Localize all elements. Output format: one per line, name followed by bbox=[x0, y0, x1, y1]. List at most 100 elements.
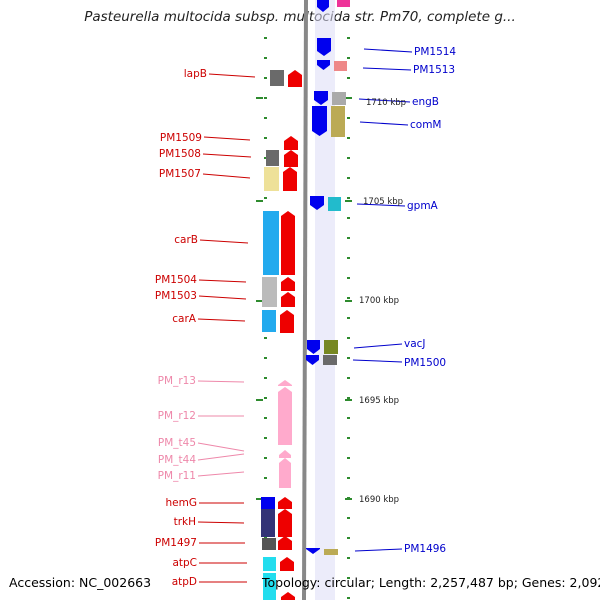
leader-PM_r13 bbox=[197, 380, 245, 383]
leader-vacJ bbox=[353, 343, 403, 349]
gene-arrow-PM1507 bbox=[283, 167, 297, 191]
gene-block-trkH bbox=[261, 509, 275, 537]
gene-arrow-PM1513 bbox=[317, 60, 330, 70]
tick-right bbox=[347, 437, 350, 439]
gene-block-comM bbox=[331, 106, 345, 137]
tick-right bbox=[347, 237, 350, 239]
leader-trkH bbox=[197, 521, 245, 524]
tick-right bbox=[347, 197, 350, 199]
left-gene-labels: lapB PM1509 PM1508 PM1507 carB PM1504 PM… bbox=[155, 68, 207, 588]
tick-left bbox=[264, 97, 267, 99]
gene-label-atpD: atpD bbox=[172, 576, 197, 588]
tick-major-right bbox=[345, 97, 352, 99]
leader-carB bbox=[199, 239, 249, 244]
tick-right bbox=[347, 217, 350, 219]
gene-features bbox=[261, 0, 350, 600]
tick-major-left bbox=[256, 200, 263, 202]
tick-right bbox=[347, 77, 350, 79]
gene-arrow-lapB bbox=[288, 70, 302, 87]
gene-label-PM_r13: PM_r13 bbox=[158, 375, 196, 387]
gene-label-atpC: atpC bbox=[172, 557, 197, 569]
gene-arrow-engB bbox=[314, 91, 328, 105]
tick-left bbox=[264, 357, 267, 359]
tick-right bbox=[347, 337, 350, 339]
gene-label-PM1503: PM1503 bbox=[155, 290, 197, 302]
gene-block-PM1500 bbox=[323, 355, 337, 365]
leader-PM1496 bbox=[354, 548, 403, 552]
gene-label-lapB: lapB bbox=[184, 68, 207, 80]
gene-arrow-PM1496 bbox=[306, 548, 320, 554]
tick-major-left bbox=[256, 498, 263, 500]
label-leaders bbox=[197, 48, 413, 583]
tick-major-right bbox=[345, 300, 352, 302]
tick-right bbox=[347, 477, 350, 479]
gene-label-PM1507: PM1507 bbox=[159, 168, 201, 180]
leader-PM_r11 bbox=[197, 471, 245, 477]
tick-right bbox=[347, 397, 350, 399]
gene-arrow-carB bbox=[281, 211, 295, 275]
tick-right bbox=[347, 517, 350, 519]
gene-arrow-carA bbox=[280, 310, 294, 333]
tick-right bbox=[347, 377, 350, 379]
gene-block-atpC bbox=[263, 557, 276, 571]
gene-label-PM1504: PM1504 bbox=[155, 274, 197, 286]
leader-PM_t45 bbox=[197, 442, 245, 452]
gene-block-hemG bbox=[261, 497, 275, 509]
scale-label-1700: 1700 kbp bbox=[359, 296, 399, 306]
gene-block-PM1513 bbox=[334, 61, 347, 71]
gene-label-PM1513: PM1513 bbox=[413, 64, 455, 76]
gene-label-PM1514: PM1514 bbox=[414, 46, 456, 58]
tick-left bbox=[264, 37, 267, 39]
tick-major-right bbox=[345, 399, 352, 401]
tick-right bbox=[347, 417, 350, 419]
tick-left bbox=[264, 417, 267, 419]
scale-label-1695: 1695 kbp bbox=[359, 396, 399, 406]
tick-right bbox=[347, 537, 350, 539]
tick-left bbox=[264, 57, 267, 59]
gene-arrow-PM_r13 bbox=[278, 380, 292, 386]
leader-PM1503 bbox=[198, 295, 247, 300]
scale-labels: 1710 kbp 1705 kbp 1700 kbp 1695 kbp 1690… bbox=[359, 98, 406, 505]
gene-arrow-PM1497 bbox=[278, 536, 292, 550]
leader-gpmA bbox=[356, 203, 406, 207]
gene-arrow-comM bbox=[312, 106, 327, 136]
tick-right bbox=[347, 37, 350, 39]
gene-arrow-PM1514 bbox=[317, 38, 331, 56]
tick-right bbox=[347, 297, 350, 299]
gene-arrow-top bbox=[317, 0, 329, 12]
gene-arrow-hemG bbox=[278, 497, 292, 509]
tick-right bbox=[347, 557, 350, 559]
tick-left bbox=[264, 397, 267, 399]
leader-PM1513 bbox=[362, 67, 412, 71]
gene-arrow-PM1509 bbox=[284, 136, 298, 150]
leader-PM1514 bbox=[363, 48, 413, 53]
gene-block-PM1496 bbox=[324, 549, 338, 555]
gene-arrow-atpD bbox=[281, 592, 295, 600]
right-gene-labels: PM1514 PM1513 engB comM gpmA vacJ PM1500… bbox=[404, 46, 456, 555]
tick-left bbox=[264, 377, 267, 379]
tick-left bbox=[264, 437, 267, 439]
gene-block-carB bbox=[263, 211, 279, 275]
leader-PM_t44 bbox=[197, 453, 245, 461]
leader-PM1509 bbox=[203, 136, 251, 141]
gene-block-PM1503 bbox=[262, 292, 277, 307]
gene-arrow-PM1503 bbox=[281, 292, 295, 307]
leader-lapB bbox=[208, 73, 256, 78]
tick-left bbox=[264, 477, 267, 479]
tick-left bbox=[264, 457, 267, 459]
leader-PM1500 bbox=[352, 359, 403, 363]
gene-label-trkH: trkH bbox=[174, 516, 196, 528]
gene-label-PM1509: PM1509 bbox=[160, 132, 202, 144]
gene-arrow-PM1500 bbox=[306, 355, 319, 365]
gene-arrow-PM_t45 bbox=[279, 450, 291, 458]
gene-label-PM_t44: PM_t44 bbox=[158, 454, 196, 466]
leader-comM bbox=[359, 121, 409, 126]
tick-right bbox=[347, 277, 350, 279]
gene-label-PM_r12: PM_r12 bbox=[158, 410, 196, 422]
leader-carA bbox=[197, 318, 246, 322]
genome-backbone bbox=[302, 0, 335, 600]
gene-block-atpD bbox=[263, 573, 276, 600]
gene-block-gpmA bbox=[328, 197, 341, 211]
gene-label-engB: engB bbox=[412, 96, 439, 108]
